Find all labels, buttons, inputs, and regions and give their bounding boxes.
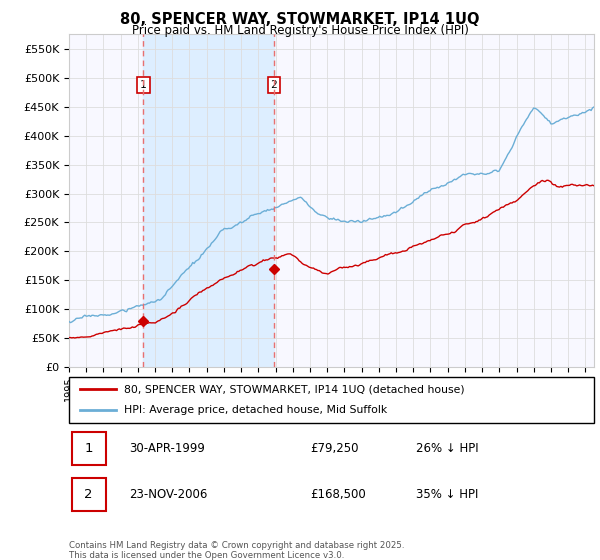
Text: 80, SPENCER WAY, STOWMARKET, IP14 1UQ (detached house): 80, SPENCER WAY, STOWMARKET, IP14 1UQ (d… — [124, 384, 465, 394]
Text: HPI: Average price, detached house, Mid Suffolk: HPI: Average price, detached house, Mid … — [124, 405, 388, 416]
Text: 23-NOV-2006: 23-NOV-2006 — [130, 488, 208, 501]
Text: 2: 2 — [271, 80, 277, 90]
Bar — [71, 478, 106, 511]
Text: 2: 2 — [85, 488, 93, 501]
Text: 1: 1 — [85, 442, 93, 455]
Text: 80, SPENCER WAY, STOWMARKET, IP14 1UQ: 80, SPENCER WAY, STOWMARKET, IP14 1UQ — [120, 12, 480, 27]
Text: Price paid vs. HM Land Registry's House Price Index (HPI): Price paid vs. HM Land Registry's House … — [131, 24, 469, 37]
Text: 26% ↓ HPI: 26% ↓ HPI — [415, 442, 478, 455]
Bar — [143, 34, 274, 367]
Text: 35% ↓ HPI: 35% ↓ HPI — [415, 488, 478, 501]
Bar — [71, 432, 106, 465]
Text: Contains HM Land Registry data © Crown copyright and database right 2025.
This d: Contains HM Land Registry data © Crown c… — [69, 541, 404, 560]
Text: 30-APR-1999: 30-APR-1999 — [130, 442, 205, 455]
Text: £168,500: £168,500 — [311, 488, 366, 501]
Text: £79,250: £79,250 — [311, 442, 359, 455]
Text: 1: 1 — [140, 80, 147, 90]
